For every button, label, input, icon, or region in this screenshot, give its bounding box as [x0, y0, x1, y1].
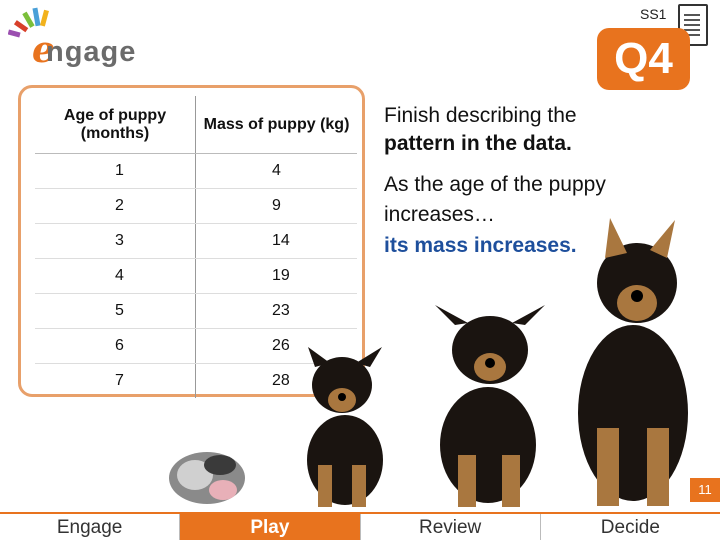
- mass-cell: 4: [195, 153, 357, 189]
- question-badge: Q4: [597, 28, 690, 90]
- engage-logo: e ngage: [8, 6, 138, 71]
- sentence-stem: As the age of the puppy increases…: [384, 173, 606, 226]
- data-table: Age of puppy (months) Mass of puppy (kg)…: [35, 96, 357, 398]
- logo-rays-icon: [8, 7, 49, 38]
- data-table-panel: Age of puppy (months) Mass of puppy (kg)…: [18, 85, 365, 398]
- mass-cell: 9: [195, 188, 357, 224]
- table-row: 5 23: [35, 293, 357, 329]
- puppy-sitting-large-image: [578, 218, 688, 506]
- page-number: 11: [690, 478, 720, 502]
- question-prompt: Finish describing the pattern in the dat…: [384, 102, 714, 158]
- age-cell: 1: [35, 153, 196, 189]
- table-row: 7 28: [35, 363, 357, 398]
- logo-initial: e: [32, 29, 55, 71]
- mass-cell: 28: [272, 372, 290, 389]
- age-cell: 5: [35, 293, 196, 329]
- prompt-line-2: pattern in the data.: [384, 132, 572, 155]
- table-row: 3 14: [35, 223, 357, 259]
- age-cell: 6: [35, 328, 196, 364]
- mass-cell: 14: [195, 223, 357, 259]
- age-cell: 4: [35, 258, 196, 294]
- table-row: 1 4: [35, 153, 357, 189]
- slide-code: SS1: [640, 6, 667, 22]
- table-row: 6 26: [35, 328, 357, 364]
- document-icon[interactable]: [678, 4, 708, 46]
- logo-wordmark: ngage: [46, 36, 137, 68]
- prompt-line-1: Finish describing the: [384, 104, 577, 127]
- newborn-puppy-image: [169, 452, 245, 504]
- nav-play[interactable]: Play: [180, 514, 361, 540]
- nav-review[interactable]: Review: [361, 514, 541, 540]
- bottom-nav: Engage Play Review Decide: [0, 512, 720, 540]
- puppy-sitting-medium-image: [435, 305, 545, 507]
- mass-cell: 23: [195, 293, 357, 329]
- nav-engage[interactable]: Engage: [0, 514, 181, 540]
- age-cell: 2: [35, 188, 196, 224]
- mass-cell: 19: [195, 258, 357, 294]
- mass-cell: 26: [195, 328, 357, 364]
- puppy-sitting-small-image: [307, 347, 383, 507]
- column-header-age: Age of puppy (months): [35, 96, 196, 154]
- table-row: 2 9: [35, 188, 357, 224]
- column-header-mass: Mass of puppy (kg): [195, 96, 357, 154]
- age-cell: 3: [35, 223, 196, 259]
- table-row: 4 19: [35, 258, 357, 294]
- answer-text: its mass increases.: [384, 234, 577, 257]
- age-cell: 7: [35, 363, 196, 398]
- nav-decide[interactable]: Decide: [600, 517, 660, 538]
